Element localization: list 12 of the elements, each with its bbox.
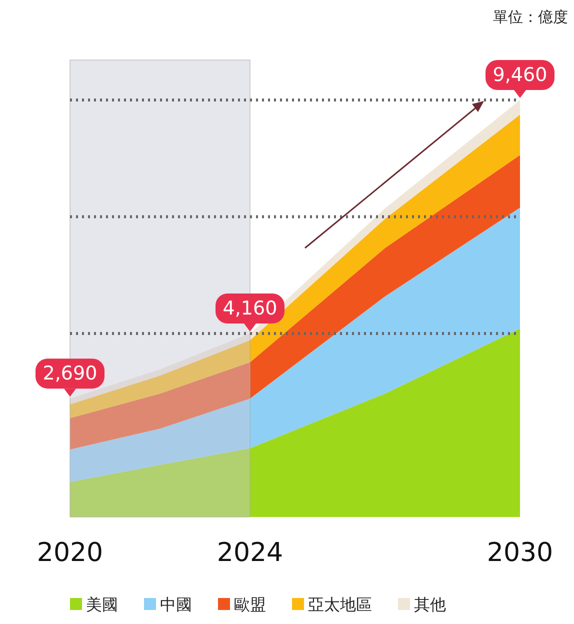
legend-label: 歐盟 bbox=[234, 595, 266, 614]
annotation: 9,460 bbox=[492, 64, 548, 86]
legend-label: 美國 bbox=[86, 595, 118, 614]
x-tick-label: 2030 bbox=[486, 538, 554, 568]
x-tick-label: 2024 bbox=[216, 538, 284, 568]
legend-label: 中國 bbox=[160, 595, 192, 614]
legend-label: 其他 bbox=[414, 595, 446, 614]
x-tick-label: 2020 bbox=[36, 538, 104, 568]
annotation: 4,160 bbox=[222, 298, 278, 320]
legend-label: 亞太地區 bbox=[308, 595, 372, 614]
text: 單位：億度 bbox=[493, 8, 568, 26]
annotation: 2,690 bbox=[42, 362, 98, 385]
